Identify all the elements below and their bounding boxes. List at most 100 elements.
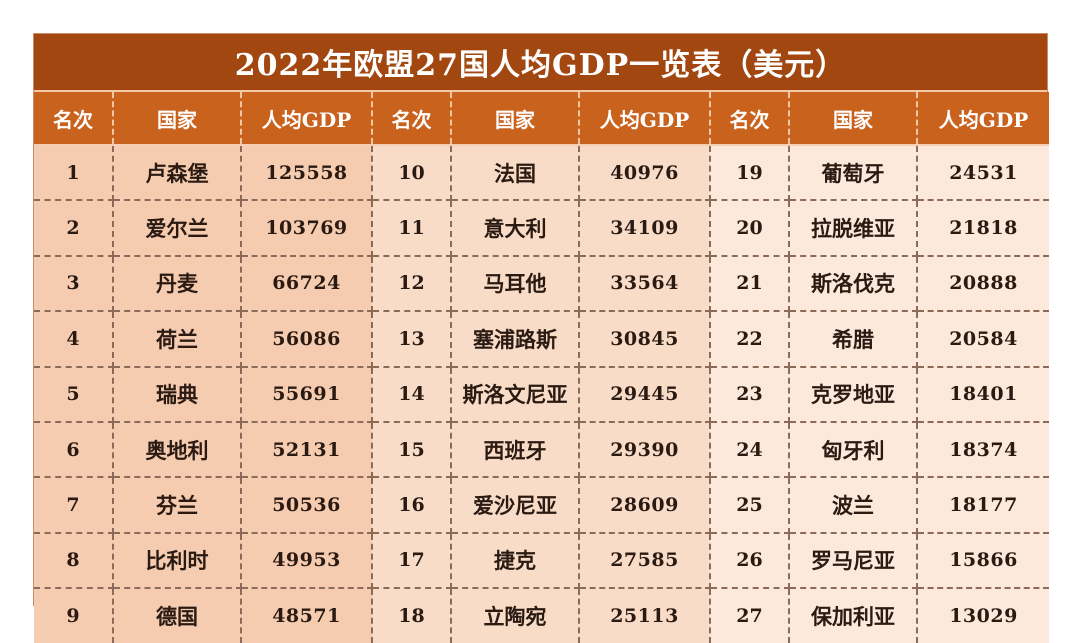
country-cell: 罗马尼亚: [789, 532, 918, 590]
header-rank: 名次: [710, 92, 790, 146]
country-cell: 爱尔兰: [113, 200, 242, 257]
gdp-cell: 50536: [241, 477, 373, 534]
gdp-cell: 49953: [241, 532, 373, 590]
header-rank: 名次: [34, 92, 114, 146]
country-cell: 瑞典: [113, 366, 242, 423]
country-cell: 塞浦路斯: [451, 311, 580, 368]
gdp-cell: 34109: [579, 200, 711, 257]
gdp-cell: 25113: [579, 588, 711, 643]
header-gdp: 人均GDP: [917, 92, 1049, 146]
gdp-cell: 48571: [241, 588, 373, 643]
rank-cell: 8: [34, 532, 114, 590]
country-cell: 葡萄牙: [789, 145, 918, 202]
gdp-cell: 52131: [241, 421, 373, 479]
gdp-cell: 21818: [917, 200, 1049, 257]
rank-cell: 19: [710, 145, 790, 202]
country-cell: 马耳他: [451, 255, 580, 313]
rank-cell: 26: [710, 532, 790, 590]
rank-cell: 10: [372, 145, 452, 202]
rank-cell: 22: [710, 311, 790, 368]
table-row: 2 爱尔兰 103769 11 意大利 34109 20 拉脱维亚 21818: [34, 200, 1049, 257]
gdp-cell: 18177: [917, 477, 1049, 534]
rank-cell: 5: [34, 366, 114, 423]
gdp-cell: 18374: [917, 421, 1049, 479]
gdp-cell: 33564: [579, 255, 711, 313]
gdp-cell: 103769: [241, 200, 373, 257]
country-cell: 立陶宛: [451, 588, 580, 643]
gdp-cell: 29445: [579, 366, 711, 423]
rank-cell: 9: [34, 588, 114, 643]
country-cell: 丹麦: [113, 255, 242, 313]
country-cell: 斯洛伐克: [789, 255, 918, 313]
gdp-cell: 56086: [241, 311, 373, 368]
country-cell: 卢森堡: [113, 145, 242, 202]
gdp-cell: 20584: [917, 311, 1049, 368]
gdp-cell: 13029: [917, 588, 1049, 643]
gdp-cell: 20888: [917, 255, 1049, 313]
rank-cell: 13: [372, 311, 452, 368]
country-cell: 波兰: [789, 477, 918, 534]
rank-cell: 2: [34, 200, 114, 257]
table-row: 5 瑞典 55691 14 斯洛文尼亚 29445 23 克罗地亚 18401: [34, 366, 1049, 423]
gdp-table-card: 2022年欧盟27国人均GDP一览表（美元） 名次 国家 人均GDP 名次 国家…: [33, 33, 1049, 643]
rank-cell: 21: [710, 255, 790, 313]
country-cell: 希腊: [789, 311, 918, 368]
country-cell: 拉脱维亚: [789, 200, 918, 257]
rank-cell: 4: [34, 311, 114, 368]
gdp-cell: 27585: [579, 532, 711, 590]
table-body: 1 卢森堡 125558 10 法国 40976 19 葡萄牙 24531 2 爱尔兰 103769 1…: [34, 145, 1049, 643]
table-row: 9 德国 48571 18 立陶宛 25113 27 保加利亚 13029: [34, 588, 1049, 643]
rank-cell: 24: [710, 421, 790, 479]
country-cell: 保加利亚: [789, 588, 918, 643]
table-row: 7 芬兰 50536 16 爱沙尼亚 28609 25 波兰 18177: [34, 477, 1049, 534]
gdp-cell: 55691: [241, 366, 373, 423]
country-cell: 匈牙利: [789, 421, 918, 479]
gdp-cell: 15866: [917, 532, 1049, 590]
gdp-cell: 40976: [579, 145, 711, 202]
table-row: 4 荷兰 56086 13 塞浦路斯 30845 22 希腊 20584: [34, 311, 1049, 368]
rank-cell: 11: [372, 200, 452, 257]
country-cell: 西班牙: [451, 421, 580, 479]
country-cell: 比利时: [113, 532, 242, 590]
rank-cell: 17: [372, 532, 452, 590]
gdp-cell: 30845: [579, 311, 711, 368]
country-cell: 意大利: [451, 200, 580, 257]
header-rank: 名次: [372, 92, 452, 146]
rank-cell: 1: [34, 145, 114, 202]
rank-cell: 16: [372, 477, 452, 534]
header-gdp: 人均GDP: [241, 92, 373, 146]
table-row: 3 丹麦 66724 12 马耳他 33564 21 斯洛伐克 20888: [34, 255, 1049, 313]
header-country: 国家: [113, 92, 242, 146]
rank-cell: 14: [372, 366, 452, 423]
country-cell: 德国: [113, 588, 242, 643]
header-country: 国家: [789, 92, 918, 146]
rank-cell: 18: [372, 588, 452, 643]
country-cell: 法国: [451, 145, 580, 202]
rank-cell: 15: [372, 421, 452, 479]
country-cell: 斯洛文尼亚: [451, 366, 580, 423]
header-gdp: 人均GDP: [579, 92, 711, 146]
gdp-table: 名次 国家 人均GDP 名次 国家 人均GDP 名次 国家 人均GDP 1 卢森堡…: [34, 92, 1049, 643]
gdp-cell: 125558: [241, 145, 373, 202]
country-cell: 捷克: [451, 532, 580, 590]
gdp-cell: 18401: [917, 366, 1049, 423]
country-cell: 克罗地亚: [789, 366, 918, 423]
table-header-row: 名次 国家 人均GDP 名次 国家 人均GDP 名次 国家 人均GDP: [34, 92, 1049, 146]
table-row: 6 奥地利 52131 15 西班牙 29390 24 匈牙利 18374: [34, 421, 1049, 479]
rank-cell: 6: [34, 421, 114, 479]
gdp-cell: 28609: [579, 477, 711, 534]
gdp-cell: 29390: [579, 421, 711, 479]
table-row: 1 卢森堡 125558 10 法国 40976 19 葡萄牙 24531: [34, 145, 1049, 202]
rank-cell: 20: [710, 200, 790, 257]
rank-cell: 7: [34, 477, 114, 534]
header-country: 国家: [451, 92, 580, 146]
gdp-cell: 24531: [917, 145, 1049, 202]
rank-cell: 23: [710, 366, 790, 423]
rank-cell: 3: [34, 255, 114, 313]
country-cell: 爱沙尼亚: [451, 477, 580, 534]
gdp-cell: 66724: [241, 255, 373, 313]
table-title: 2022年欧盟27国人均GDP一览表（美元）: [34, 34, 1047, 92]
rank-cell: 25: [710, 477, 790, 534]
country-cell: 芬兰: [113, 477, 242, 534]
table-row: 8 比利时 49953 17 捷克 27585 26 罗马尼亚 15866: [34, 532, 1049, 590]
